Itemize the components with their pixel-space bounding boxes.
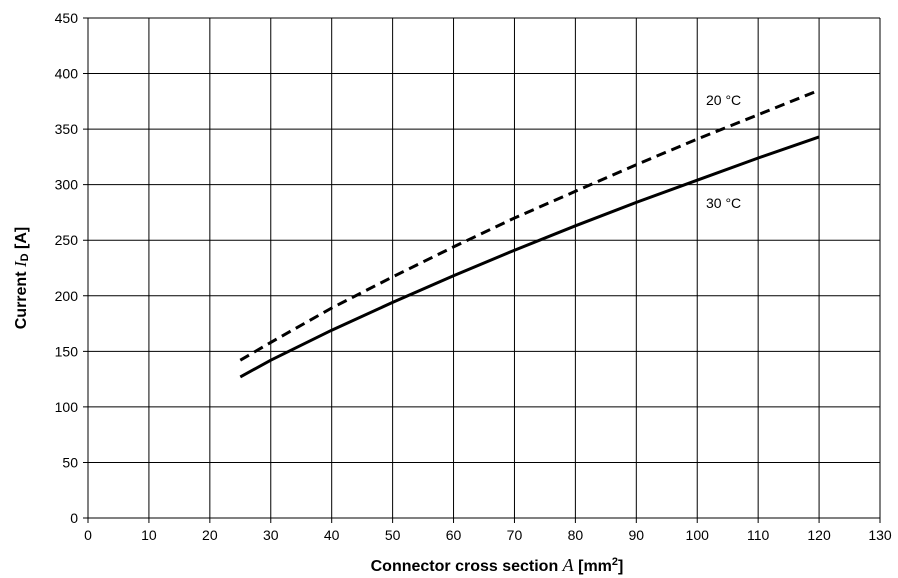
y-axis-title: Current ID [A] — [11, 227, 31, 330]
x-tick-label: 130 — [868, 527, 892, 543]
x-tick-label: 120 — [807, 527, 831, 543]
y-tick-label: 0 — [70, 510, 78, 526]
series-label-30c: 30 °C — [706, 195, 741, 211]
y-tick-label: 150 — [55, 343, 79, 359]
y-tick-label: 300 — [55, 177, 79, 193]
y-tick-label: 400 — [55, 66, 79, 82]
y-tick-label: 200 — [55, 288, 79, 304]
x-tick-label: 90 — [629, 527, 645, 543]
series-line-1 — [239, 135, 820, 379]
x-tick-label: 100 — [686, 527, 710, 543]
x-tick-label: 60 — [446, 527, 462, 543]
series-label-20c: 20 °C — [706, 92, 741, 108]
y-tick-labels: 0 50 100 150 200 250 300 350 400 450 — [55, 10, 79, 526]
y-tick-label: 100 — [55, 399, 79, 415]
x-tick-label: 80 — [568, 527, 584, 543]
x-tick-label: 110 — [747, 527, 770, 543]
y-tick-label: 450 — [55, 10, 79, 26]
x-tick-label: 70 — [507, 527, 523, 543]
x-tick-label: 20 — [202, 527, 218, 543]
x-axis-title: Connector cross section A [mm2] — [371, 555, 624, 575]
x-tick-label: 10 — [141, 527, 157, 543]
x-tick-label: 0 — [84, 527, 92, 543]
x-tick-label: 30 — [263, 527, 279, 543]
series-line-0 — [239, 88, 820, 362]
x-tick-labels: 0 10 20 30 40 50 60 70 80 90 100 110 120 130 — [84, 527, 892, 543]
y-tick-label: 250 — [55, 232, 79, 248]
grid-layer — [83, 17, 881, 523]
series-layer — [239, 88, 820, 379]
y-tick-label: 350 — [55, 121, 79, 137]
y-tick-label: 50 — [62, 454, 78, 470]
x-tick-label: 50 — [385, 527, 401, 543]
x-tick-label: 40 — [324, 527, 340, 543]
